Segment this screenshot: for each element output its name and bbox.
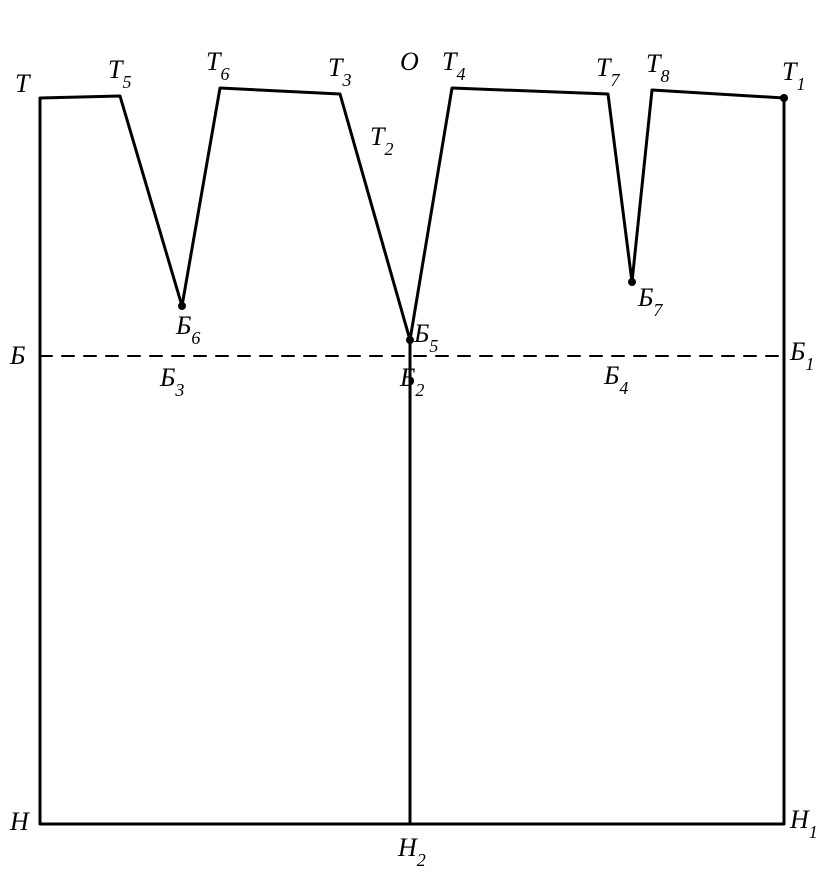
label-H2: Н2 — [397, 833, 426, 870]
label-T7: Т7 — [596, 53, 620, 90]
label-T6: Т6 — [206, 47, 229, 84]
label-T3: Т3 — [328, 53, 351, 90]
label-B3: Б3 — [159, 363, 184, 400]
outline — [40, 88, 784, 824]
label-T5: Т5 — [108, 55, 131, 92]
node-dot-B6 — [178, 302, 186, 310]
label-T8: Т8 — [646, 49, 669, 86]
label-B1: Б1 — [789, 337, 814, 374]
node-dot-B5 — [406, 336, 414, 344]
label-B7: Б7 — [637, 283, 663, 320]
pattern-diagram: Т Т5 Т6 Т3 О Т2 Т4 Т7 Т8 Т1 Б Б1 Б2 Б3 Б4 Б5 Б6 Б7 Н Н1 Н2 — [0, 0, 823, 886]
node-dot-B7 — [628, 278, 636, 286]
label-T1: Т1 — [782, 57, 805, 94]
label-H1: Н1 — [789, 805, 818, 842]
label-B: Б — [9, 341, 25, 370]
node-dot-T1 — [780, 94, 788, 102]
label-B5: Б5 — [413, 319, 438, 356]
label-T4: Т4 — [442, 47, 465, 84]
label-T: Т — [15, 69, 31, 98]
label-O: О — [400, 47, 419, 76]
label-B6: Б6 — [175, 311, 200, 348]
label-H: Н — [9, 807, 30, 836]
label-B2: Б2 — [399, 363, 424, 400]
label-B4: Б4 — [603, 361, 628, 398]
label-T2: Т2 — [370, 122, 393, 159]
